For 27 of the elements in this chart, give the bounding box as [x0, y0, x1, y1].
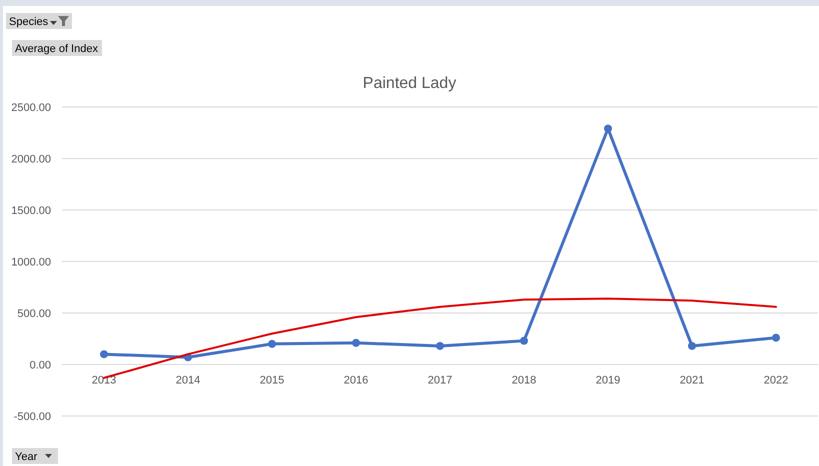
x-tick-label: 2017 [428, 374, 452, 386]
x-tick-label: 2015 [260, 374, 284, 386]
point [352, 338, 360, 347]
y-tick-label: 2500.00 [11, 102, 51, 114]
point [100, 350, 108, 358]
point [688, 342, 696, 350]
point [268, 340, 276, 348]
y-tick-label: 500.00 [17, 308, 51, 320]
y-tick-label: -500.00 [14, 410, 51, 423]
chart-title: Painted Lady [362, 75, 456, 92]
text: Species [9, 16, 49, 28]
x-tick-label: 2016 [344, 374, 368, 386]
x-tick-label: 2019 [596, 374, 620, 386]
point [604, 124, 612, 133]
x-tick-label: 2022 [764, 374, 788, 386]
point [436, 342, 444, 350]
x-axis-title: Year [15, 450, 38, 463]
y-tick-label: 2000.00 [11, 153, 51, 166]
point [520, 336, 528, 345]
y-axis-title: Average of Index [15, 42, 98, 55]
y-tick-label: 0.00 [30, 359, 51, 372]
x-tick-label: 2018 [512, 374, 536, 386]
point [772, 334, 780, 342]
x-tick-label: 2021 [680, 374, 704, 386]
x-tick-label: 2014 [176, 374, 200, 386]
y-tick-label: 1500.00 [11, 204, 51, 217]
y-tick-label: 1000.00 [11, 256, 51, 268]
